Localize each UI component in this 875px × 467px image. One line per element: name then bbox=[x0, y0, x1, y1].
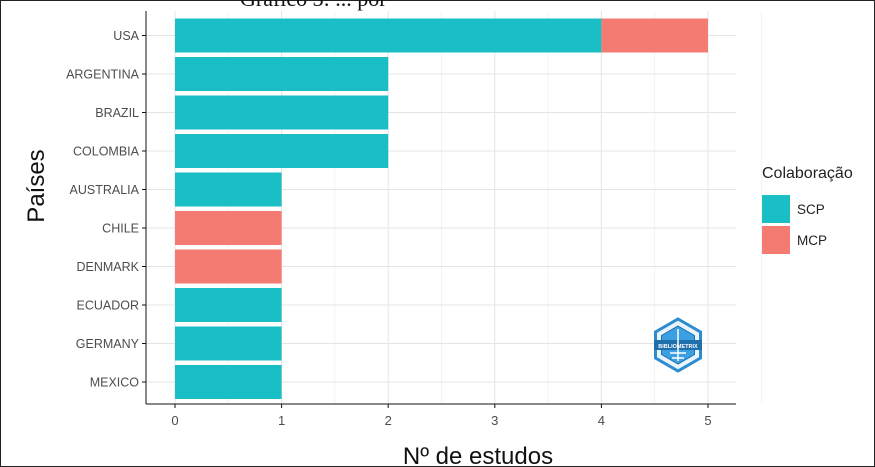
y-tick-label: COLOMBIA bbox=[73, 145, 140, 159]
bar-chile-mcp bbox=[175, 211, 282, 245]
y-tick-label: AUSTRALIA bbox=[70, 183, 140, 197]
y-tick-label: CHILE bbox=[102, 222, 139, 236]
bar-usa-scp bbox=[175, 18, 602, 53]
legend: Colaboração SCP MCP bbox=[762, 165, 853, 254]
bar-colombia-scp bbox=[175, 134, 389, 168]
bar-ecuador-scp bbox=[175, 288, 282, 322]
bar-usa-mcp bbox=[601, 18, 708, 53]
x-tick-label: 5 bbox=[704, 413, 711, 428]
legend-title: Colaboração bbox=[762, 165, 853, 182]
logo-symbol bbox=[670, 329, 686, 361]
partial-caption: Gráfico 3: ... por bbox=[240, 0, 387, 12]
bar-mexico-scp bbox=[175, 365, 282, 399]
bar-brazil-scp bbox=[175, 95, 389, 130]
bibliometrix-logo: BIBLIOMETRIX bbox=[654, 317, 702, 373]
y-tick-labels: USA ARGENTINA BRAZIL COLOMBIA AUSTRALIA CHILE… bbox=[66, 29, 146, 390]
x-tick-label: 4 bbox=[598, 413, 605, 428]
legend-key-scp bbox=[762, 195, 790, 223]
y-tick-label: MEXICO bbox=[90, 376, 140, 390]
bar-denmark-mcp bbox=[175, 249, 282, 284]
y-tick-label: ARGENTINA bbox=[66, 68, 140, 82]
x-tick-label: 2 bbox=[385, 413, 392, 428]
bar-australia-scp bbox=[175, 172, 282, 207]
legend-label: MCP bbox=[797, 233, 827, 248]
x-tick-label: 1 bbox=[278, 413, 285, 428]
y-tick-label: ECUADOR bbox=[76, 299, 139, 313]
bars bbox=[175, 18, 708, 399]
x-tick-label: 3 bbox=[491, 413, 498, 428]
legend-key-mcp bbox=[762, 226, 790, 254]
y-tick-label: USA bbox=[113, 29, 139, 43]
y-tick-label: BRAZIL bbox=[95, 106, 139, 120]
legend-label: SCP bbox=[797, 202, 825, 217]
y-tick-label: DENMARK bbox=[76, 260, 139, 274]
bar-argentina-scp bbox=[175, 57, 389, 91]
bar-germany-scp bbox=[175, 326, 282, 361]
x-axis-title: Nº de estudos bbox=[403, 443, 553, 467]
x-tick-labels: 0 1 2 3 4 5 bbox=[171, 404, 712, 428]
axes bbox=[145, 11, 736, 405]
x-tick-label: 0 bbox=[171, 413, 178, 428]
y-tick-label: GERMANY bbox=[76, 337, 140, 351]
y-axis-title: Países bbox=[23, 149, 50, 222]
